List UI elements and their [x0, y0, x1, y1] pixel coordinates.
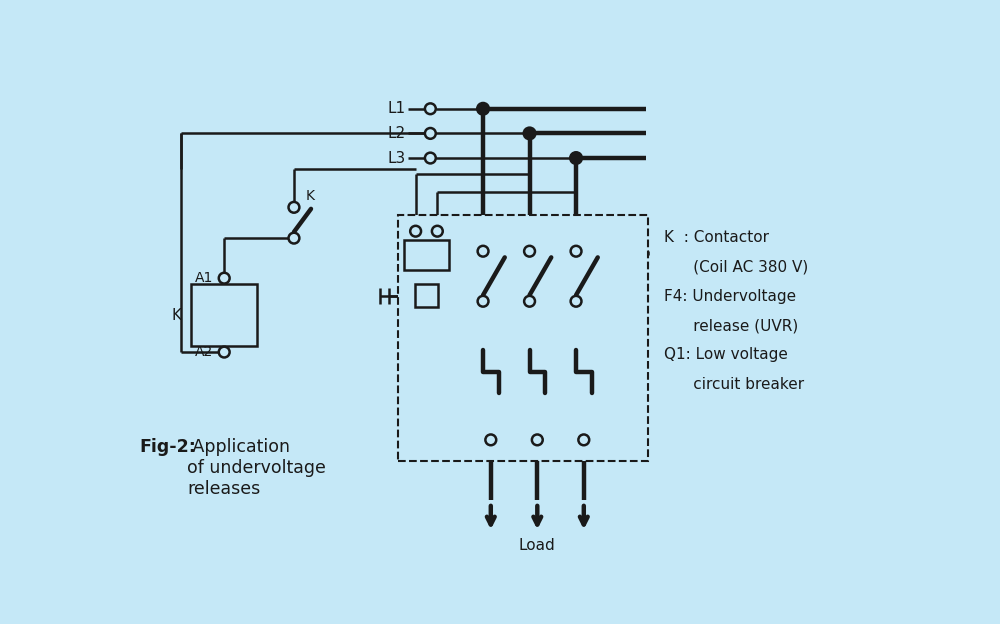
Bar: [468, 346, 607, 431]
Circle shape: [478, 296, 488, 306]
Text: I>: I>: [531, 407, 544, 421]
Text: release (UVR): release (UVR): [664, 318, 798, 333]
Circle shape: [570, 152, 582, 164]
Text: I>: I>: [484, 407, 497, 421]
Text: K: K: [306, 188, 315, 203]
Circle shape: [571, 296, 581, 306]
Circle shape: [485, 434, 496, 446]
Text: L1: L1: [387, 101, 406, 116]
Text: K: K: [172, 308, 182, 323]
Text: Application
of undervoltage
releases: Application of undervoltage releases: [187, 438, 326, 498]
Circle shape: [524, 296, 535, 306]
Circle shape: [289, 202, 299, 213]
Text: A1: A1: [195, 271, 213, 285]
Text: Q1: Low voltage: Q1: Low voltage: [664, 348, 788, 363]
Circle shape: [425, 128, 436, 139]
Text: U<: U<: [415, 248, 435, 261]
Text: A2: A2: [195, 345, 213, 359]
Circle shape: [477, 103, 489, 115]
Bar: [415, 285, 438, 308]
Circle shape: [478, 246, 488, 256]
Circle shape: [578, 434, 589, 446]
Text: L2: L2: [387, 126, 406, 141]
Bar: [398, 215, 648, 461]
Bar: [404, 240, 449, 270]
Circle shape: [410, 226, 421, 236]
Circle shape: [425, 153, 436, 163]
Text: circuit breaker: circuit breaker: [664, 377, 804, 392]
Circle shape: [219, 273, 230, 283]
Circle shape: [524, 128, 535, 139]
Text: Load: Load: [519, 538, 556, 553]
Text: F4: F4: [454, 248, 471, 262]
Bar: [191, 285, 257, 346]
Circle shape: [524, 246, 535, 256]
Circle shape: [425, 104, 436, 114]
Circle shape: [219, 347, 230, 358]
Circle shape: [289, 233, 299, 243]
Text: Q1: Q1: [404, 444, 424, 459]
Circle shape: [571, 246, 581, 256]
Text: L3: L3: [387, 150, 406, 165]
Circle shape: [432, 226, 443, 236]
Text: K  : Contactor: K : Contactor: [664, 230, 769, 245]
Text: I>: I>: [577, 407, 590, 421]
Circle shape: [532, 434, 543, 446]
Text: Fig-2:: Fig-2:: [139, 438, 196, 456]
Text: (Coil AC 380 V): (Coil AC 380 V): [664, 260, 808, 275]
Text: F4: Undervoltage: F4: Undervoltage: [664, 289, 796, 304]
